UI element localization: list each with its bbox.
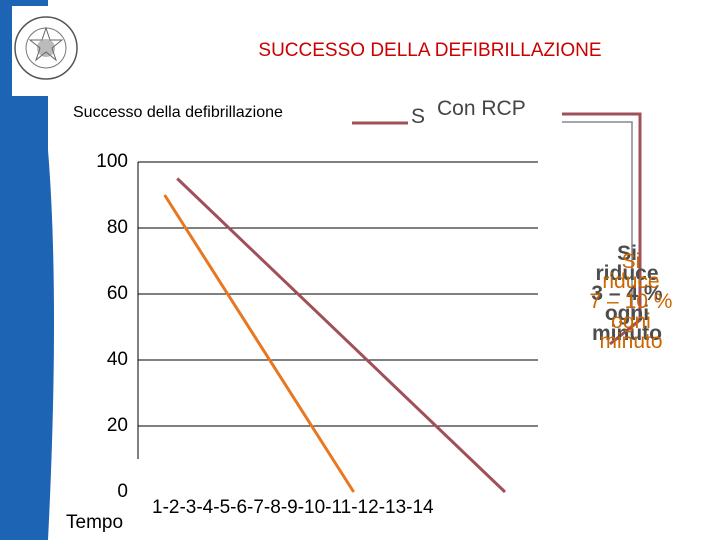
note-line: Si: [621, 250, 641, 273]
legend-s-mark: S: [411, 105, 426, 128]
note-line: ogni: [604, 302, 650, 325]
note-line: ogni: [611, 310, 651, 333]
chart-grid: [137, 161, 538, 459]
y-tick-label: 60: [106, 283, 128, 304]
note-line: riduce: [595, 262, 659, 285]
note-line: 7 – 10 %: [589, 290, 673, 313]
x-axis-label: Tempo: [66, 512, 124, 533]
page-title: SUCCESSO DELLA DEFIBRILLAZIONE: [258, 40, 602, 61]
series-line: [163, 194, 355, 493]
blue-side-band: [0, 0, 48, 540]
y-axis-label: Successo della defibrillazione: [73, 104, 283, 121]
note-line: 3 – 4 %: [591, 282, 663, 305]
university-seal-logo: [12, 6, 80, 96]
y-tick-label: 20: [106, 415, 128, 436]
y-tick-label: 100: [96, 151, 128, 172]
note-line: minuto: [599, 330, 663, 353]
bracket-inner-line: [562, 121, 633, 318]
blue-band-curve: [48, 150, 54, 540]
y-tick-label: 80: [106, 217, 128, 238]
note-text-back: Si riduce 3 – 4 % ogni minuto: [567, 242, 687, 345]
y-tick-label: 40: [106, 349, 128, 370]
note-line: Si: [617, 242, 637, 265]
note-line: riduce: [602, 270, 660, 293]
annotation-bracket: [352, 112, 642, 346]
series-line: [176, 177, 507, 494]
x-tick-labels: 1-2-3-4-5-6-7-8-9-10-11-12-13-14: [152, 497, 434, 518]
note-text-front: Si riduce 7 – 10 % ogni minuto: [576, 250, 686, 353]
note-line: minuto: [592, 322, 662, 345]
bracket-line: [562, 112, 642, 346]
y-tick-label: 0: [117, 481, 128, 502]
legend-rcp-label: Con RCP: [437, 97, 526, 120]
chart-series: [163, 177, 507, 494]
